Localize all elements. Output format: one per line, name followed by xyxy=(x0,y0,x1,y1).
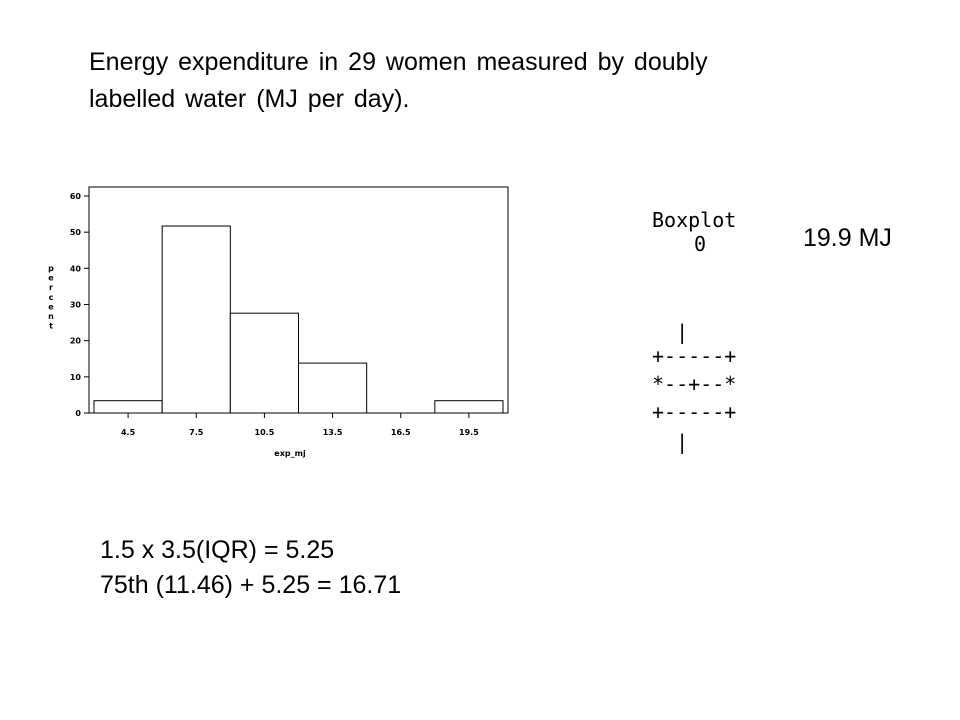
y-axis-label-letter: p xyxy=(48,264,54,273)
title-line-2: labelled water (MJ per day). xyxy=(89,85,410,113)
y-axis-label-letter: c xyxy=(49,293,54,302)
y-axis-label-letter: r xyxy=(49,283,53,292)
histogram-bar xyxy=(93,400,163,414)
boxplot-box-top: +-----+ xyxy=(652,344,737,368)
boxplot-upper-whisker: | xyxy=(652,320,689,344)
x-axis-label: exp_mj xyxy=(274,449,306,458)
x-tick-label: 7.5 xyxy=(189,428,204,437)
y-axis-label-letter: e xyxy=(48,274,54,283)
boxplot-box-bottom: +-----+ xyxy=(652,400,737,424)
title-line-1: Energy expenditure in 29 women measured … xyxy=(89,48,708,76)
y-tick-label: 50 xyxy=(70,228,82,237)
histogram-bar xyxy=(161,225,231,414)
boxplot-lower-whisker: | xyxy=(652,430,689,454)
calculation-line-1: 1.5 x 3.5(IQR) = 5.25 xyxy=(100,536,335,564)
x-tick-label: 19.5 xyxy=(459,428,479,437)
boxplot-median-line: *--+--* xyxy=(652,372,737,396)
y-tick-label: 0 xyxy=(75,409,81,418)
histogram-bar xyxy=(229,312,299,414)
slide-title: Energy expenditure in 29 women measured … xyxy=(89,44,889,118)
outlier-value-label: 19.9 MJ xyxy=(803,224,892,252)
x-tick-label: 16.5 xyxy=(391,428,411,437)
histogram-bar xyxy=(298,362,368,414)
y-axis-label-letter: e xyxy=(48,302,54,311)
y-axis-label-letter: n xyxy=(48,312,54,321)
histogram-bar xyxy=(434,400,504,414)
y-tick-label: 30 xyxy=(70,301,82,310)
x-tick-label: 4.5 xyxy=(121,428,136,437)
y-tick-label: 40 xyxy=(70,264,82,273)
y-tick-label: 20 xyxy=(70,337,82,346)
boxplot-outlier-symbol: 0 xyxy=(694,232,707,256)
x-tick-label: 13.5 xyxy=(323,428,343,437)
y-tick-label: 60 xyxy=(70,192,82,201)
y-axis-label-letter: t xyxy=(49,322,53,331)
calculation-line-2: 75th (11.46) + 5.25 = 16.71 xyxy=(100,571,402,599)
calculation-block: 1.5 x 3.5(IQR) = 5.25 75th (11.46) + 5.2… xyxy=(100,533,401,603)
x-tick-label: 10.5 xyxy=(255,428,275,437)
y-tick-label: 10 xyxy=(70,373,82,382)
boxplot-header: Boxplot xyxy=(652,208,737,232)
